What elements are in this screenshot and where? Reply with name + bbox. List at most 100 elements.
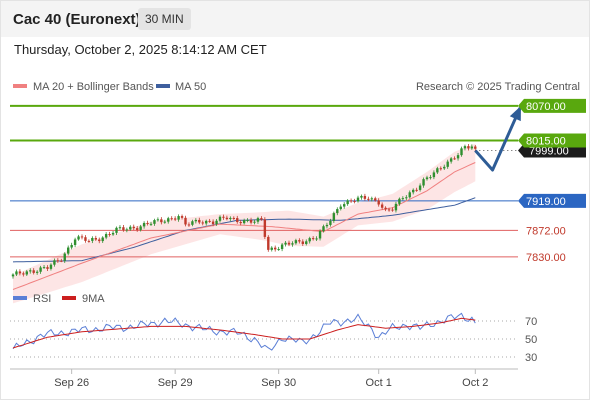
candle xyxy=(232,216,235,220)
candle xyxy=(194,218,198,224)
candle xyxy=(260,216,263,221)
candle xyxy=(318,229,322,241)
candle xyxy=(104,232,108,240)
candle xyxy=(343,202,346,209)
candle xyxy=(94,235,97,241)
timeframe-badge[interactable]: 30 MIN xyxy=(138,8,191,30)
candle xyxy=(49,263,53,271)
candle xyxy=(353,198,356,204)
candle xyxy=(363,193,367,201)
candle xyxy=(315,236,318,241)
candle xyxy=(456,152,460,161)
candle xyxy=(277,246,280,251)
candle xyxy=(198,217,201,225)
candle xyxy=(73,237,77,248)
candle xyxy=(225,215,229,221)
candle xyxy=(115,226,118,235)
candle xyxy=(32,268,35,275)
candle xyxy=(101,236,104,243)
candle xyxy=(53,258,56,267)
candle xyxy=(108,231,111,237)
candle xyxy=(136,226,139,232)
candle xyxy=(63,252,66,263)
instrument-title: Cac 40 (Euronext) xyxy=(13,11,141,28)
candle xyxy=(239,219,242,226)
candle xyxy=(384,206,387,212)
credit-text: Research © 2025 Trading Central xyxy=(416,81,580,93)
candle xyxy=(98,237,101,244)
candle xyxy=(156,217,160,222)
candle xyxy=(467,144,470,151)
candle xyxy=(418,183,422,192)
ma20-legend-swatch xyxy=(13,84,27,88)
candle xyxy=(184,215,187,227)
level-label-0: 8070.00 xyxy=(526,101,566,113)
candle xyxy=(191,219,194,227)
candle xyxy=(308,236,311,244)
candle xyxy=(370,196,373,202)
candle xyxy=(91,236,94,244)
candle xyxy=(415,187,418,192)
rsi-tick-label: 50 xyxy=(525,334,537,346)
x-tick-label: Oct 1 xyxy=(366,377,392,389)
candle xyxy=(111,230,115,236)
candle xyxy=(380,202,384,210)
level-box-1 xyxy=(518,133,586,148)
candle xyxy=(429,174,432,180)
candle xyxy=(267,235,270,252)
candle xyxy=(229,216,232,222)
date-time: Thursday, October 2, 2025 8:14:12 AM CET xyxy=(14,42,267,57)
candle xyxy=(394,201,398,213)
projection-arrow xyxy=(474,105,522,172)
candle xyxy=(474,144,477,152)
candle xyxy=(374,196,377,202)
candle xyxy=(449,157,453,164)
candle xyxy=(291,241,294,247)
candle xyxy=(142,221,146,229)
candle xyxy=(70,242,73,250)
candle xyxy=(80,234,84,240)
candle xyxy=(15,269,18,277)
candle xyxy=(360,194,363,200)
candle xyxy=(453,156,456,160)
projection-arrowhead xyxy=(509,105,521,122)
candle xyxy=(170,216,173,221)
candle xyxy=(139,224,142,232)
level-label-4: 7830.00 xyxy=(526,252,566,264)
rsi-legend-label: RSI xyxy=(33,293,51,305)
candle xyxy=(301,239,304,246)
candle xyxy=(246,218,249,223)
candle xyxy=(29,268,32,274)
candle xyxy=(329,218,332,227)
candle xyxy=(339,204,342,211)
candle xyxy=(22,271,25,277)
candle xyxy=(325,222,329,229)
candle xyxy=(208,218,211,223)
candle xyxy=(67,245,70,256)
rsi-tick-label: 70 xyxy=(525,316,537,328)
candle xyxy=(432,170,436,180)
candle xyxy=(42,264,46,269)
candle xyxy=(422,177,425,188)
candle xyxy=(377,198,380,207)
header-bar: Cac 40 (Euronext) 30 MIN xyxy=(1,1,589,37)
level-label-2: 7919.00 xyxy=(526,196,566,208)
candle xyxy=(167,216,170,224)
candle xyxy=(274,245,277,252)
candle xyxy=(87,239,91,243)
level-box-2 xyxy=(518,193,586,208)
level-box-0 xyxy=(518,98,586,113)
candle xyxy=(163,219,166,224)
candle xyxy=(401,196,405,201)
candle xyxy=(18,269,22,276)
candle xyxy=(187,222,191,227)
candle xyxy=(215,218,218,226)
candle xyxy=(356,195,360,203)
candle xyxy=(287,240,291,247)
candle xyxy=(125,227,129,233)
price-levels xyxy=(10,104,518,258)
candle xyxy=(425,175,429,181)
candle xyxy=(470,144,474,150)
